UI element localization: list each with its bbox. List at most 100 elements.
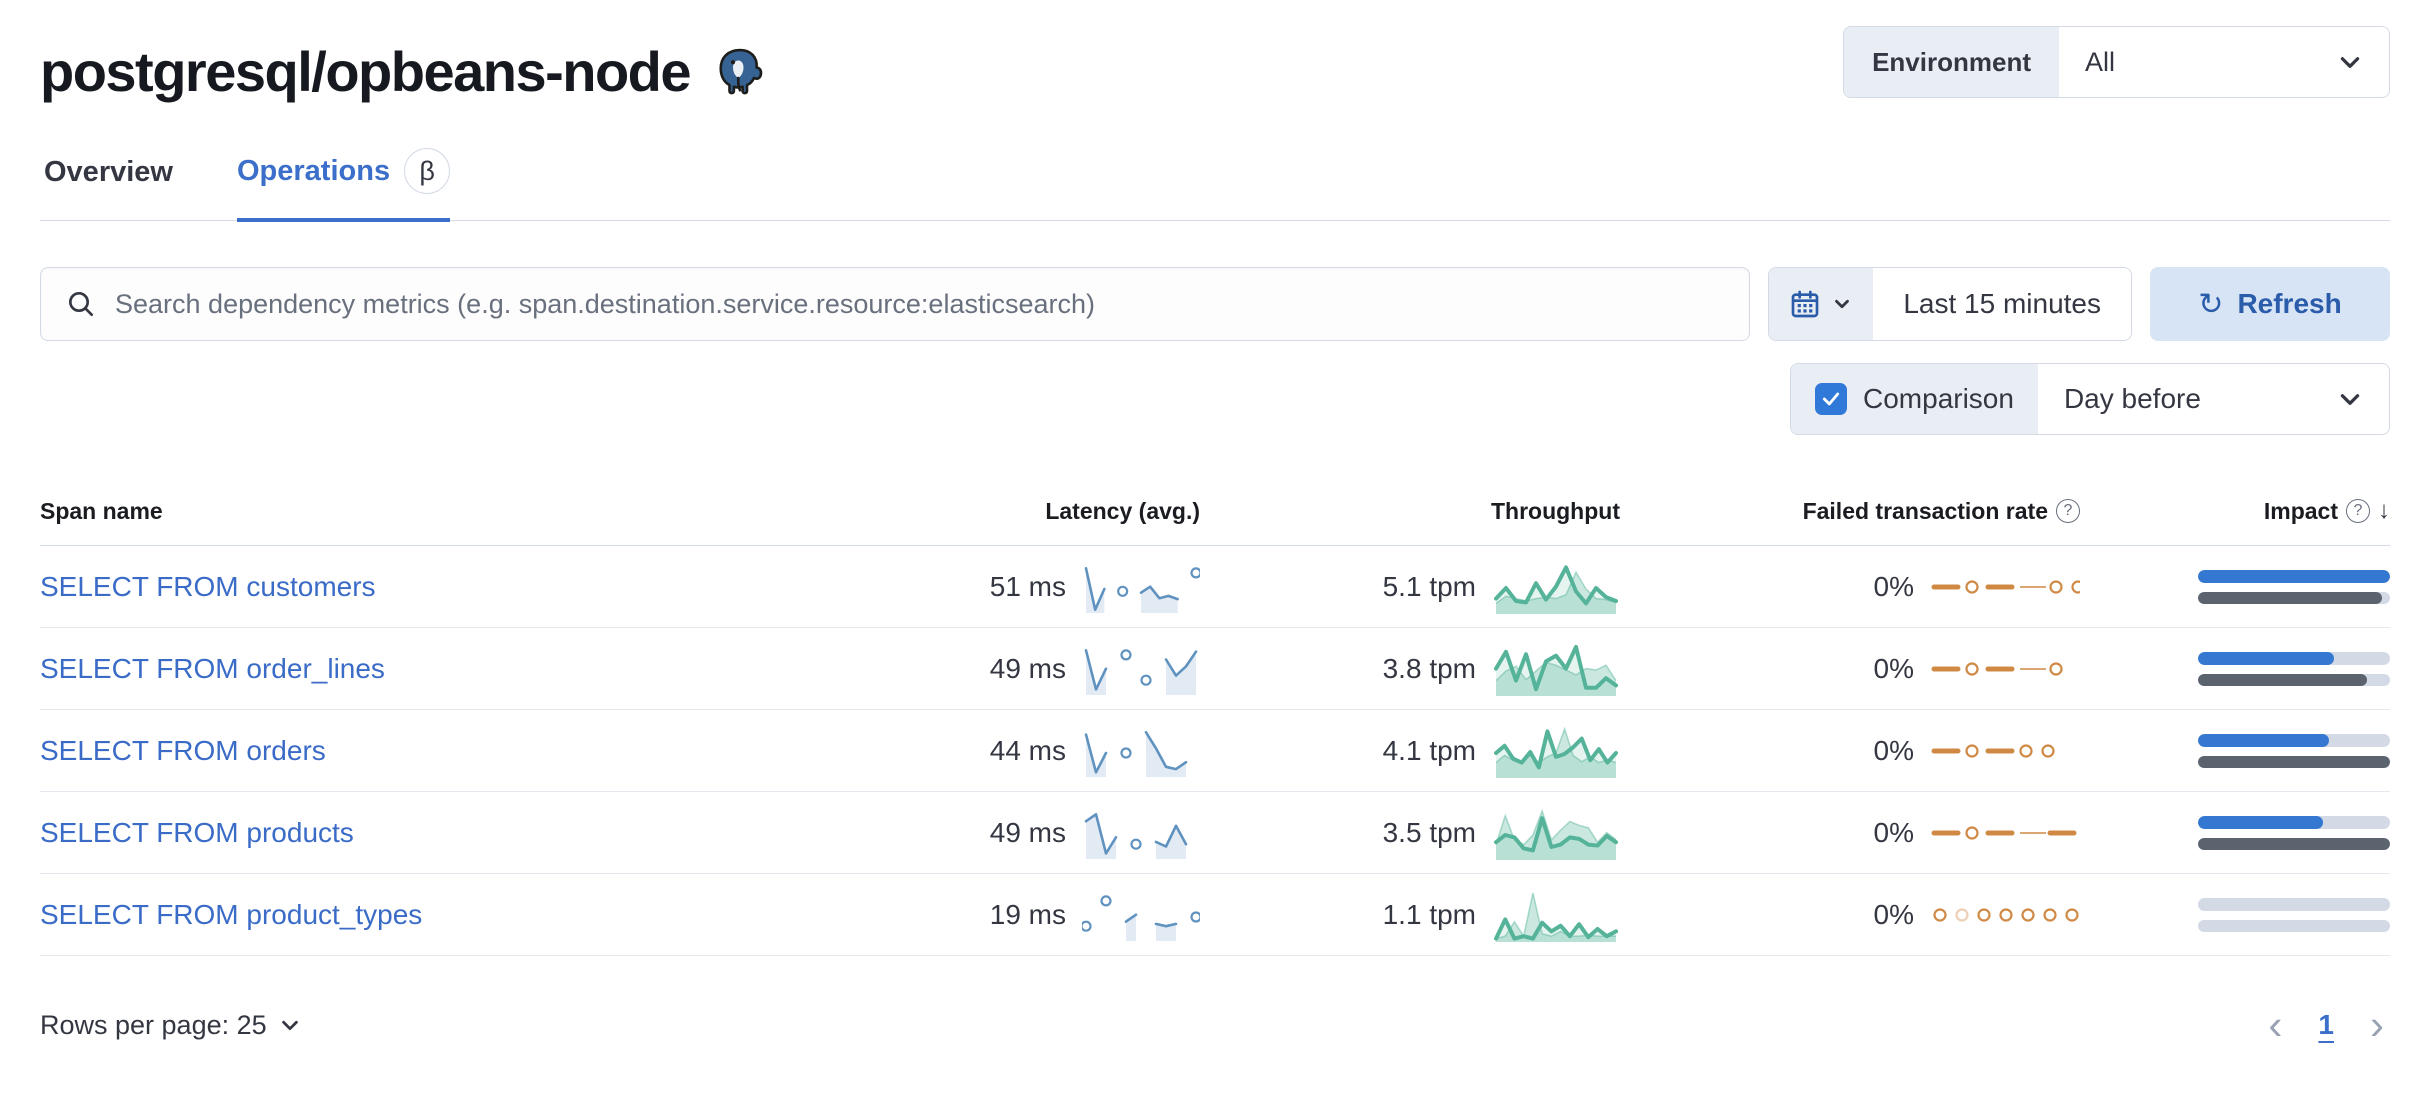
impact-bar-current — [2198, 815, 2390, 829]
failed-rate-value: 0% — [1873, 898, 1914, 930]
environment-selector[interactable]: Environment All — [1843, 26, 2390, 98]
span-name-header-label: Span name — [40, 497, 163, 524]
failed-rate-value: 0% — [1873, 816, 1914, 848]
throughput-sparkline — [1494, 808, 1618, 860]
operations-table: Span name Latency (avg.) Throughput Fail… — [40, 497, 2390, 956]
failed-rate-value: 0% — [1873, 734, 1914, 766]
throughput-sparkline — [1494, 644, 1618, 696]
tab-operations[interactable]: Operations β — [236, 148, 451, 222]
latency-value: 44 ms — [989, 734, 1066, 766]
refresh-icon: ↻ — [2198, 287, 2224, 321]
throughput-sparkline — [1494, 892, 1618, 942]
column-header-impact[interactable]: Impact ? ↓ — [2264, 497, 2390, 525]
impact-bars — [2198, 733, 2390, 768]
comparison-control: Comparison Day before — [1790, 363, 2390, 435]
failed-rate-sparkline — [1931, 579, 2080, 594]
apm-dependency-operations-page: postgresql/opbeans-node Environment All … — [40, 26, 2390, 1046]
tab-operations-label: Operations — [236, 154, 391, 187]
latency-sparkline — [1084, 648, 1198, 695]
next-page-button[interactable]: › — [2370, 1001, 2384, 1048]
impact-bar-current — [2198, 569, 2390, 583]
rows-per-page-label: Rows per page: 25 — [40, 1009, 267, 1040]
span-name-link[interactable]: SELECT FROM customers — [40, 570, 376, 602]
rows-per-page-button[interactable]: Rows per page: 25 — [40, 1010, 301, 1041]
refresh-button[interactable]: ↻ Refresh — [2150, 267, 2390, 341]
span-name-link[interactable]: SELECT FROM product_types — [40, 898, 423, 930]
chevron-down-icon — [1835, 299, 1850, 309]
comparison-checkbox[interactable] — [1815, 383, 1847, 415]
throughput-value: 3.8 tpm — [1382, 652, 1476, 684]
table-header-row: Span name Latency (avg.) Throughput Fail… — [40, 497, 2390, 546]
filter-bar: Last 15 minutes ↻ Refresh — [40, 267, 2390, 341]
column-header-failed-rate[interactable]: Failed transaction rate ? — [1803, 498, 2080, 525]
chevron-down-icon — [2340, 57, 2360, 68]
throughput-value: 1.1 tpm — [1382, 898, 1476, 930]
search-input[interactable] — [115, 288, 1726, 320]
info-icon[interactable]: ? — [2346, 499, 2370, 523]
failed-rate-sparkline — [1931, 743, 2055, 758]
latency-value: 49 ms — [989, 816, 1066, 848]
latency-value: 49 ms — [989, 652, 1066, 684]
impact-bar-previous — [2198, 837, 2390, 850]
comparison-select[interactable]: Day before — [2038, 364, 2389, 434]
table-row: SELECT FROM product_types 19 ms 1.1 tpm … — [40, 874, 2390, 956]
tab-overview[interactable]: Overview — [44, 148, 173, 220]
latency-sparkline — [1084, 730, 1188, 777]
column-header-latency[interactable]: Latency (avg.) — [1045, 498, 1200, 525]
latency-header-label: Latency (avg.) — [1045, 497, 1200, 524]
checkmark-icon — [1822, 392, 1840, 406]
span-name-link[interactable]: SELECT FROM order_lines — [40, 652, 385, 684]
beta-badge: β — [404, 148, 451, 194]
throughput-sparkline — [1494, 564, 1618, 614]
failed-rate-value: 0% — [1873, 570, 1914, 602]
failed-rate-value: 0% — [1873, 652, 1914, 684]
throughput-value: 3.5 tpm — [1382, 816, 1476, 848]
date-picker[interactable]: Last 15 minutes — [1768, 267, 2132, 341]
failed-rate-sparkline — [1933, 907, 2079, 922]
impact-bar-previous — [2198, 673, 2390, 686]
pagination: ‹ 1 › — [2268, 1004, 2390, 1046]
page-title: postgresql/opbeans-node — [40, 39, 692, 103]
chevron-down-icon — [281, 1020, 298, 1031]
calendar-icon — [1791, 290, 1819, 318]
failed-rate-header-label: Failed transaction rate — [1802, 497, 2048, 524]
comparison-label: Comparison — [1863, 383, 2014, 414]
failed-rate-sparkline — [1931, 825, 2077, 840]
column-header-span-name[interactable]: Span name — [40, 498, 770, 525]
latency-value: 51 ms — [989, 570, 1066, 602]
refresh-label: Refresh — [2237, 288, 2342, 319]
impact-bars — [2198, 569, 2390, 604]
table-row: SELECT FROM order_lines 49 ms 3.8 tpm 0% — [40, 628, 2390, 710]
failed-rate-sparkline — [1931, 661, 2063, 676]
impact-bar-previous — [2198, 919, 2390, 932]
impact-bar-current — [2198, 651, 2390, 665]
comparison-value: Day before — [2063, 383, 2201, 414]
postgresql-elephant-icon — [719, 48, 763, 95]
latency-value: 19 ms — [989, 898, 1066, 930]
time-range-value[interactable]: Last 15 minutes — [1903, 288, 2101, 319]
column-header-throughput[interactable]: Throughput — [1491, 498, 1620, 525]
throughput-value: 5.1 tpm — [1382, 570, 1476, 602]
throughput-sparkline — [1494, 726, 1618, 778]
span-name-link[interactable]: SELECT FROM products — [40, 816, 354, 848]
page-number-1[interactable]: 1 — [2318, 1009, 2334, 1040]
previous-page-button[interactable]: ‹ — [2268, 1001, 2283, 1048]
span-name-link[interactable]: SELECT FROM orders — [40, 734, 326, 766]
impact-bar-current — [2198, 897, 2390, 911]
search-box[interactable] — [40, 267, 1751, 341]
sort-descending-icon: ↓ — [2378, 497, 2390, 524]
date-picker-quick-menu[interactable] — [1769, 268, 1874, 340]
chevron-down-icon — [2340, 394, 2360, 405]
impact-bar-previous — [2198, 755, 2390, 768]
table-footer: Rows per page: 25 ‹ 1 › — [40, 1004, 2390, 1046]
throughput-header-label: Throughput — [1490, 497, 1620, 524]
tab-overview-label: Overview — [44, 155, 173, 188]
info-icon[interactable]: ? — [2056, 499, 2080, 523]
impact-bar-previous — [2198, 591, 2390, 604]
impact-bars — [2198, 897, 2390, 932]
table-row: SELECT FROM customers 51 ms 5.1 tpm 0% — [40, 546, 2390, 628]
throughput-value: 4.1 tpm — [1382, 734, 1476, 766]
impact-header-label: Impact — [2263, 497, 2338, 524]
impact-bars — [2198, 651, 2390, 686]
table-row: SELECT FROM orders 44 ms 4.1 tpm 0% — [40, 710, 2390, 792]
